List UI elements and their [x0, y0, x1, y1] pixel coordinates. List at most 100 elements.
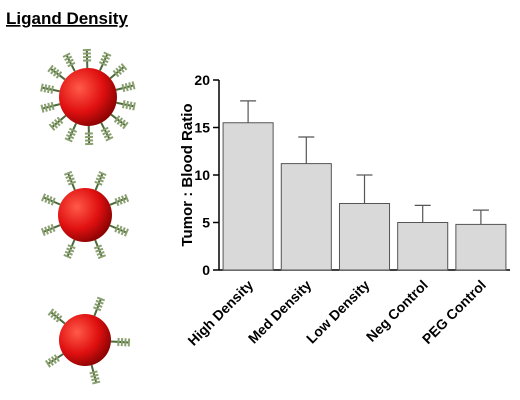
ligand-leaf	[55, 71, 63, 79]
y-tick-label: 5	[202, 215, 210, 231]
ligand-leaf	[116, 117, 124, 125]
ligand-leaf	[103, 133, 112, 139]
y-tick-label: 10	[194, 167, 210, 183]
ligand-leaf	[43, 84, 48, 93]
ligand-leaf	[103, 51, 112, 57]
ligand-leaf	[47, 225, 53, 234]
ligand-leaf	[132, 102, 136, 111]
x-tick-label: High Density	[184, 277, 256, 349]
bar	[397, 222, 449, 271]
ligand-leaf	[96, 251, 105, 256]
ligand-leaf	[47, 308, 55, 316]
ligand-leaf	[68, 127, 78, 133]
ligand-leaf	[102, 129, 111, 136]
error-bar	[240, 100, 257, 123]
ligand-leaf	[112, 69, 120, 78]
ligand-leaf	[67, 244, 76, 250]
ligand-leaf	[124, 83, 129, 92]
particle-illustration	[40, 48, 136, 385]
ligand-leaf	[89, 370, 98, 375]
ligand-leaf	[118, 65, 125, 73]
bar	[455, 223, 507, 271]
ligand-leaf	[63, 253, 72, 259]
ligand-leaf	[121, 195, 126, 204]
ligand-leaf	[48, 123, 56, 131]
nanoparticle	[59, 314, 111, 366]
ligand-leaf	[65, 58, 74, 65]
error-bar	[472, 209, 489, 225]
ligand-leaf	[94, 303, 103, 308]
ligand-leaf	[121, 83, 126, 93]
ligand-leaf	[47, 84, 51, 94]
ligand-leaf	[52, 69, 60, 77]
ligand-leaf	[131, 81, 136, 90]
ligand-leaf	[97, 174, 106, 180]
ligand-leaf	[120, 63, 128, 71]
ligand-leaf	[105, 136, 114, 142]
ligand-leaf	[66, 247, 75, 253]
ligand-leaf	[100, 57, 109, 64]
ligand-leaf	[113, 115, 121, 123]
error-bar	[298, 136, 315, 164]
ligand-leaf	[97, 254, 106, 260]
ligand-leaf	[50, 197, 56, 206]
ligand-leaf	[50, 66, 57, 75]
ligand-leaf	[98, 61, 108, 67]
ligand-leaf	[90, 373, 99, 378]
ligand-leaf	[123, 228, 129, 237]
ligand-leaf	[95, 177, 104, 183]
y-tick-label: 15	[194, 120, 210, 136]
y-tick-label: 0	[202, 262, 210, 278]
ligand-leaf	[40, 104, 45, 113]
ligand-leaf	[125, 100, 129, 110]
ligand-leaf	[117, 225, 123, 234]
ligand-leaf	[122, 121, 129, 130]
ligand-leaf	[66, 134, 75, 140]
ligand-leaf	[41, 193, 47, 202]
bar	[222, 122, 274, 271]
ligand-leaf	[100, 126, 109, 133]
ligand-leaf	[64, 137, 73, 143]
ligand-leaf	[50, 356, 57, 364]
ligand-leaf	[40, 227, 46, 236]
chart-title: Ligand Density	[6, 9, 128, 28]
ligand-leaf	[67, 61, 76, 68]
ligand-leaf	[91, 377, 100, 382]
ligand-leaf	[40, 83, 44, 92]
ligand-leaf	[64, 55, 73, 61]
x-tick-label: Low Density	[303, 277, 373, 347]
ligand-leaf	[96, 296, 106, 302]
y-axis-label: Tumor : Blood Ratio	[179, 103, 196, 246]
ligand-leaf	[64, 170, 73, 176]
ligand-leaf	[47, 102, 52, 111]
ligand-leaf	[62, 52, 71, 58]
ligand-leaf	[93, 244, 103, 250]
ligand-leaf	[65, 174, 74, 179]
ligand-leaf	[50, 85, 55, 94]
bar	[280, 163, 332, 271]
ligand-leaf	[55, 315, 63, 323]
ligand-leaf	[50, 101, 55, 111]
error-bar	[356, 174, 373, 204]
ligand-leaf	[54, 118, 61, 127]
ligand-leaf	[95, 247, 104, 253]
ligand-leaf	[114, 224, 120, 233]
ligand-leaf	[67, 180, 77, 186]
ligand-leaf	[64, 250, 73, 256]
ligand-leaf	[47, 358, 54, 366]
ligand-leaf	[121, 100, 126, 109]
ligand-leaf	[50, 310, 57, 319]
ligand-leaf	[47, 196, 53, 205]
ligand-leaf	[95, 299, 104, 305]
ligand-leaf	[117, 196, 123, 205]
bar	[338, 203, 391, 271]
ligand-leaf	[51, 121, 58, 129]
nanoparticle	[58, 188, 112, 242]
nanoparticle	[59, 68, 117, 126]
ligand-leaf	[44, 194, 50, 203]
ligand-leaf	[66, 177, 75, 183]
ligand-leaf	[98, 171, 107, 177]
ligand-leaf	[115, 67, 122, 76]
y-tick-label: 20	[194, 72, 210, 88]
